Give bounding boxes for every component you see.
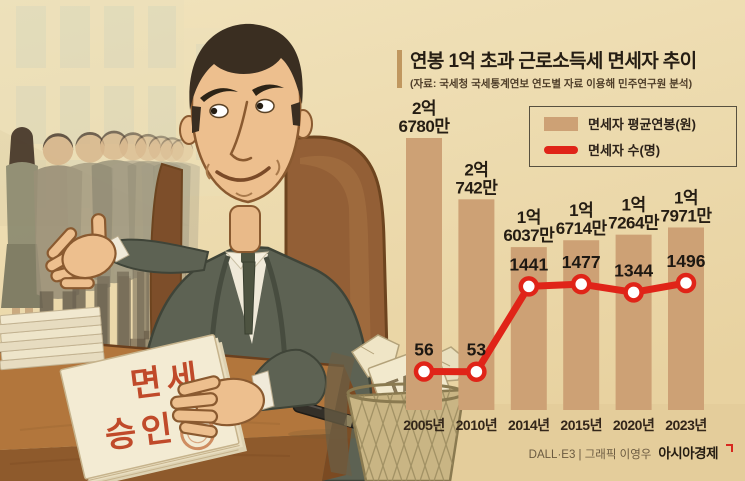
bar-line-chart: 2억 6780만 2005년 2억 742만 2010년 1억 6037만 2014년 1억 671… (399, 99, 713, 433)
line-point-2020년 (623, 282, 644, 303)
bar-value-label-2014년: 1억 6037만 (503, 208, 555, 245)
bar-swatch (544, 116, 578, 131)
x-axis-label-2015년: 2015년 (560, 417, 602, 433)
credit-line: DALL·E3 | 그래픽 이영우 아시아경제 (529, 442, 733, 462)
bar-value-label-2020년: 1억 7264만 (608, 196, 660, 233)
line-point-2023년 (675, 272, 697, 294)
resting-hand (169, 348, 327, 439)
bar-value-label-2015년: 1억 6714만 (556, 201, 608, 238)
brand-logo-mark (726, 444, 733, 452)
x-axis-label-2020년: 2020년 (613, 417, 655, 433)
line-value-label-2015년: 1477 (562, 252, 601, 272)
legend-line-label: 면세자 수(명) (588, 143, 661, 158)
bar-2023년 (668, 227, 704, 410)
title-accent-bar (397, 50, 402, 88)
right-eyebrow (252, 84, 284, 96)
bar-value-label-2005년: 2억 6780만 (399, 99, 451, 136)
legend-item-bar: 면세자 평균연봉(원) (544, 114, 730, 133)
line-value-label-2010년: 53 (467, 340, 487, 360)
open-palm-hand (45, 213, 117, 290)
bar-value-label-2010년: 2억 742만 (455, 160, 498, 197)
x-axis-label-2005년: 2005년 (403, 417, 445, 433)
paper-stack (0, 306, 105, 371)
bar-value-label-2023년: 1억 7971만 (661, 188, 713, 225)
hair (189, 23, 303, 110)
x-axis-label-2014년: 2014년 (508, 417, 550, 433)
line-point-2014년 (518, 276, 540, 297)
line-point-2010년 (466, 361, 487, 382)
bar-2020년 (615, 234, 652, 410)
credit-text: DALL·E3 | 그래픽 이영우 (528, 449, 652, 461)
tie (242, 261, 256, 335)
line-point-2005년 (413, 361, 435, 382)
nose (229, 100, 253, 162)
smile (215, 166, 271, 182)
line-value-label-2020년: 1344 (614, 260, 653, 280)
bar-2014년 (510, 247, 547, 410)
line-swatch (544, 145, 578, 154)
line-value-label-2023년: 1496 (667, 251, 706, 271)
bar-2015년 (563, 240, 600, 410)
chart-legend: 면세자 평균연봉(원) 면세자 수(명) (529, 106, 737, 167)
line-value-label-2005년: 56 (414, 340, 434, 360)
left-eyebrow (200, 88, 238, 102)
legend-item-line: 면세자 수(명) (544, 140, 730, 159)
line-point-2015년 (570, 273, 592, 295)
x-axis-label-2023년: 2023년 (665, 417, 707, 433)
chart-source: (자료: 국세청 국세통계연보 연도별 자료 이용해 민주연구원 분석) (410, 78, 693, 90)
legend-bar-label: 면세자 평균연봉(원) (588, 117, 696, 132)
x-axis-label-2010년: 2010년 (456, 417, 498, 433)
approval-doc-text-2: 승인 (103, 409, 180, 456)
line-value-label-2014년: 1441 (509, 254, 548, 274)
chart-title: 연봉 1억 초과 근로소득세 면세자 추이 (410, 51, 697, 72)
brand-logo: 아시아경제 (658, 446, 718, 461)
